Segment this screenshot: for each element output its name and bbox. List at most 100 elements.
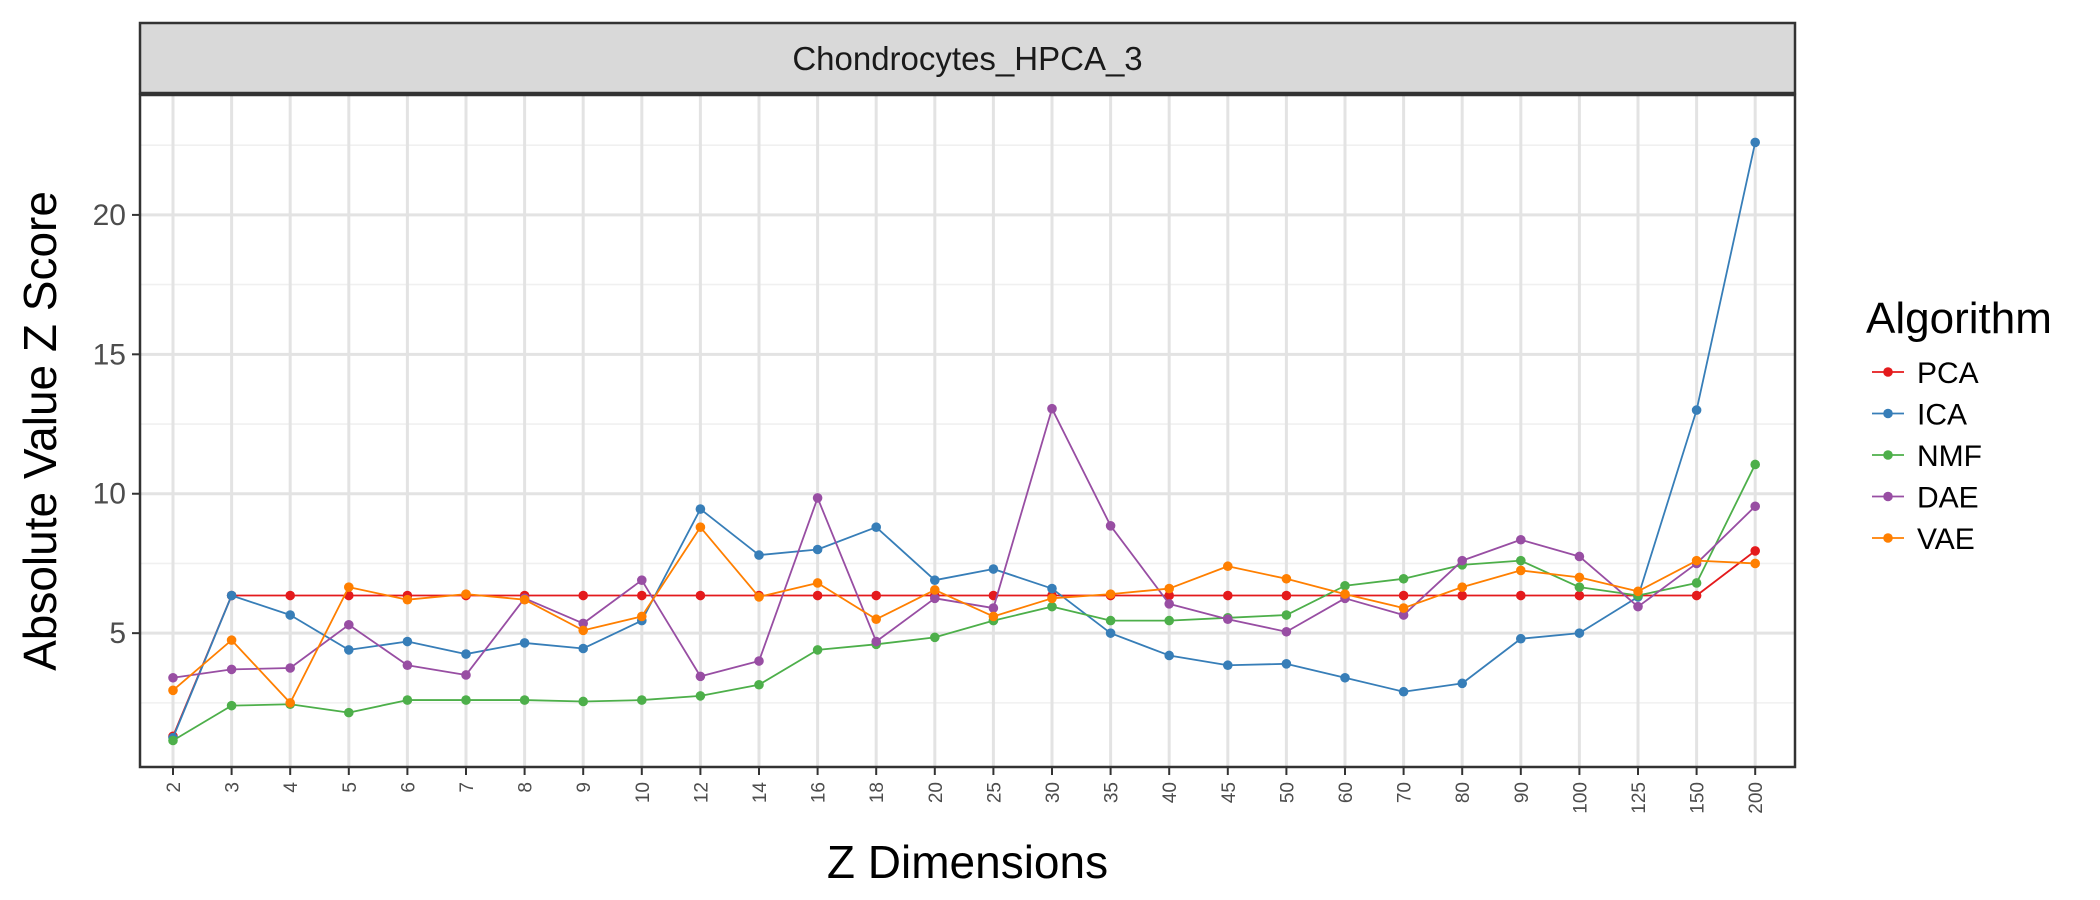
data-point-vae (1516, 565, 1526, 576)
data-point-pca (1691, 590, 1702, 601)
data-point-vae (578, 625, 588, 636)
grid-major (140, 95, 1795, 767)
x-axis-title: Z Dimensions (827, 836, 1108, 888)
data-point-vae (1223, 561, 1233, 572)
data-point-dae (637, 575, 647, 585)
data-point-ica (1398, 686, 1409, 697)
data-point-nmf (1281, 610, 1292, 620)
data-point-vae (812, 578, 823, 588)
data-point-vae (1340, 589, 1350, 599)
x-tick-label: 70 (1395, 782, 1416, 803)
legend-item-dae: DAE (1872, 482, 1979, 515)
data-point-dae (930, 593, 940, 604)
x-tick-label: 18 (867, 782, 888, 803)
data-point-vae (637, 611, 647, 622)
legend-item-vae: VAE (1872, 523, 1975, 556)
grid-minor (140, 144, 1795, 704)
data-point-ica (812, 544, 823, 555)
data-point-ica (754, 550, 764, 560)
x-tick-label: 8 (516, 782, 537, 793)
data-point-vae (285, 698, 296, 708)
data-point-dae (461, 670, 471, 680)
series-line-vae (172, 526, 1756, 704)
data-point-pca (637, 590, 647, 601)
x-tick-label: 9 (574, 782, 595, 793)
data-point-pca (1457, 590, 1467, 601)
data-point-dae (1516, 534, 1526, 545)
series-layer (168, 137, 1760, 746)
data-point-dae (1750, 501, 1760, 512)
data-point-vae (930, 585, 940, 595)
data-point-dae (578, 618, 588, 629)
data-point-ica (1105, 628, 1116, 638)
data-point-ica (578, 643, 588, 654)
data-point-nmf (1750, 459, 1760, 470)
y-axis: 5 10 15 20 (93, 199, 140, 650)
data-point-ica (1281, 659, 1292, 669)
series-ica (168, 137, 1760, 743)
x-tick-label: 125 (1629, 782, 1650, 814)
facet-strip (138, 21, 1797, 95)
data-point-vae (402, 594, 413, 605)
data-point-nmf (461, 695, 471, 705)
x-tick-label: 40 (1160, 782, 1181, 803)
data-point-pca (695, 590, 706, 601)
x-tick-label: 6 (398, 782, 419, 793)
data-point-nmf (1398, 573, 1409, 584)
data-point-pca (1223, 590, 1233, 601)
data-point-nmf (812, 645, 823, 655)
data-point-vae (871, 614, 881, 625)
legend-key-point (1883, 533, 1893, 543)
data-point-vae (1633, 586, 1643, 597)
data-point-dae (1633, 601, 1643, 612)
data-point-ica (285, 610, 296, 620)
legend-label: PCA (1917, 357, 1979, 390)
x-axis: 2 3 4 5 6 7 8 9 10 12 14 16 18 20 25 30 35 40 45 50 60 70 80 90… (164, 767, 1767, 814)
data-point-vae (1574, 572, 1585, 583)
x-tick-label: 5 (340, 782, 361, 793)
legend-key-point (1883, 491, 1893, 502)
data-point-pca (871, 590, 881, 601)
x-tick-label: 20 (926, 782, 947, 803)
data-point-ica (461, 649, 471, 659)
x-tick-label: 45 (1219, 782, 1240, 803)
data-point-nmf (578, 696, 588, 707)
data-point-nmf (1691, 578, 1702, 588)
data-point-vae (519, 594, 530, 605)
legend-key-point (1883, 450, 1893, 460)
data-point-dae (871, 636, 881, 647)
x-tick-label: 10 (633, 782, 654, 803)
data-point-dae (1164, 599, 1174, 609)
legend-label: ICA (1917, 399, 1967, 432)
data-point-nmf (695, 691, 706, 701)
legend-title: Algorithm (1866, 294, 2052, 343)
data-point-nmf (637, 695, 647, 705)
x-tick-label: 14 (750, 782, 771, 804)
data-point-dae (695, 671, 706, 682)
x-tick-label: 25 (984, 782, 1005, 803)
x-tick-label: 30 (1043, 782, 1064, 803)
data-point-ica (695, 504, 706, 514)
data-point-nmf (519, 695, 530, 705)
series-line-pca (172, 550, 1756, 737)
data-point-pca (285, 590, 296, 601)
x-tick-label: 50 (1277, 782, 1298, 803)
x-tick-label: 16 (809, 782, 830, 803)
panel-border (138, 93, 1797, 769)
x-tick-label: 3 (223, 782, 244, 793)
data-point-ica (1691, 405, 1702, 415)
data-point-dae (285, 663, 296, 673)
data-point-vae (754, 592, 764, 602)
data-point-nmf (754, 679, 764, 690)
data-point-pca (1574, 590, 1585, 601)
data-point-vae (1164, 583, 1174, 594)
y-axis-title: Absolute Value Z Score (14, 191, 66, 671)
x-tick-label: 60 (1336, 782, 1357, 803)
y-tick-label: 10 (93, 478, 126, 511)
data-point-ica (1164, 650, 1174, 661)
data-point-nmf (1164, 615, 1174, 626)
data-point-ica (344, 645, 354, 655)
data-point-ica (402, 636, 413, 647)
data-point-vae (1398, 603, 1409, 613)
